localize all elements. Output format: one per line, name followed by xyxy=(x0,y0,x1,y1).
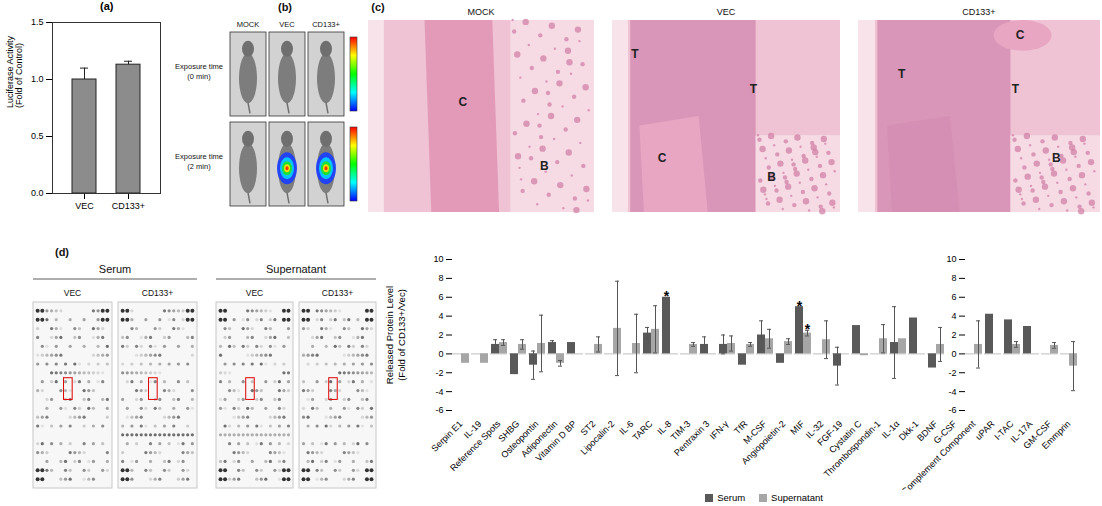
html-text:Released Protein Level: Released Protein Level xyxy=(384,285,395,384)
svg-text:0.5: 0.5 xyxy=(31,131,44,141)
svg-text:1.0: 1.0 xyxy=(31,74,44,84)
svg-text:*: * xyxy=(797,298,803,314)
svg-text:VEC: VEC xyxy=(64,288,81,298)
svg-text:MOCK: MOCK xyxy=(237,20,260,29)
svg-text:IL-19: IL-19 xyxy=(461,418,484,441)
svg-text:Lipocalin-2: Lipocalin-2 xyxy=(579,419,617,457)
svg-text:IL-8: IL-8 xyxy=(655,418,674,437)
svg-text:-4: -4 xyxy=(948,387,956,397)
svg-text:Exposure time: Exposure time xyxy=(175,62,223,71)
svg-text:Vitamin D BP: Vitamin D BP xyxy=(534,419,579,464)
svg-text:CD133+: CD133+ xyxy=(322,288,353,298)
svg-text:6: 6 xyxy=(438,292,443,302)
svg-text:VEC: VEC xyxy=(246,288,263,298)
svg-text:0: 0 xyxy=(438,349,443,359)
svg-text:8: 8 xyxy=(951,273,956,283)
svg-text:4: 4 xyxy=(438,311,443,321)
svg-text:CD133+: CD133+ xyxy=(962,7,995,17)
svg-text:Reference Spots: Reference Spots xyxy=(448,418,503,473)
svg-text:(2 min): (2 min) xyxy=(187,162,211,171)
svg-text:10: 10 xyxy=(433,254,443,264)
svg-text:2: 2 xyxy=(951,330,956,340)
svg-text:0.0: 0.0 xyxy=(31,188,44,198)
svg-text:CD133+: CD133+ xyxy=(142,288,173,298)
svg-text:Serum: Serum xyxy=(99,263,131,275)
svg-text:M-CSF: M-CSF xyxy=(741,418,769,446)
svg-text:VEC: VEC xyxy=(75,201,94,211)
svg-text:T: T xyxy=(898,67,906,81)
svg-text:B: B xyxy=(767,170,776,184)
svg-text:CD133+: CD133+ xyxy=(112,201,145,211)
svg-text:Thrombospondin-1: Thrombospondin-1 xyxy=(822,419,882,479)
svg-text:(c): (c) xyxy=(371,1,385,13)
svg-text:(d): (d) xyxy=(55,246,69,258)
svg-text:MOCK: MOCK xyxy=(468,7,495,17)
svg-text:*: * xyxy=(664,288,670,304)
html-text:(Fold of CD133+/Vec): (Fold of CD133+/Vec) xyxy=(396,288,407,381)
svg-text:(b): (b) xyxy=(278,1,292,13)
svg-text:*: * xyxy=(805,321,811,337)
svg-text:SHBG: SHBG xyxy=(496,418,522,444)
svg-text:10: 10 xyxy=(946,254,956,264)
svg-text:8: 8 xyxy=(438,273,443,283)
svg-text:Complement Component: Complement Component xyxy=(900,418,978,490)
svg-text:IL-17A: IL-17A xyxy=(1008,418,1035,445)
svg-text:2: 2 xyxy=(438,330,443,340)
svg-text:Angiopoietin-2: Angiopoietin-2 xyxy=(740,419,788,467)
svg-text:-4: -4 xyxy=(435,387,443,397)
svg-text:T: T xyxy=(1012,82,1020,96)
svg-text:-6: -6 xyxy=(948,405,956,415)
svg-text:-2: -2 xyxy=(435,368,443,378)
svg-text:IL-6: IL-6 xyxy=(617,418,636,437)
svg-text:ST2: ST2 xyxy=(578,418,598,438)
svg-text:(0 min): (0 min) xyxy=(187,72,211,81)
svg-text:0: 0 xyxy=(951,349,956,359)
svg-text:B: B xyxy=(1052,151,1061,165)
svg-text:FGF-19: FGF-19 xyxy=(815,418,845,448)
svg-text:6: 6 xyxy=(951,292,956,302)
html-text:(a): (a) xyxy=(100,0,114,12)
svg-text:BDNF: BDNF xyxy=(915,418,940,444)
svg-text:C: C xyxy=(1016,28,1025,42)
svg-text:Adiponectin: Adiponectin xyxy=(519,418,560,459)
svg-text:VEC: VEC xyxy=(717,7,736,17)
svg-text:TIM-3: TIM-3 xyxy=(668,418,693,443)
svg-text:Supernatant: Supernatant xyxy=(266,263,326,275)
svg-text:Serpin E1: Serpin E1 xyxy=(429,419,464,454)
svg-text:Exposure time: Exposure time xyxy=(175,152,223,161)
svg-text:uPAR: uPAR xyxy=(973,418,997,442)
svg-text:T: T xyxy=(750,82,758,96)
svg-text:-2: -2 xyxy=(948,368,956,378)
svg-text:CD133+: CD133+ xyxy=(312,20,340,29)
svg-text:C: C xyxy=(658,151,667,165)
svg-text:1.5: 1.5 xyxy=(31,17,44,27)
svg-text:MIF: MIF xyxy=(788,418,807,437)
svg-text:Dkk-1: Dkk-1 xyxy=(896,418,921,443)
svg-text:I-TAC: I-TAC xyxy=(992,418,1016,442)
svg-text:GM-CSF: GM-CSF xyxy=(1021,418,1054,451)
svg-text:Luciferase Activity(Fold of Co: Luciferase Activity(Fold of Control) xyxy=(5,35,24,108)
svg-text:IL-32: IL-32 xyxy=(803,418,826,441)
svg-text:IL-1α: IL-1α xyxy=(879,418,902,441)
html-text:Supernatant: Supernatant xyxy=(771,492,823,503)
svg-text:G-CSF: G-CSF xyxy=(931,418,959,446)
svg-text:IFN-γ: IFN-γ xyxy=(708,418,731,441)
svg-text:TARC: TARC xyxy=(631,418,655,442)
svg-text:TfR: TfR xyxy=(732,418,750,436)
svg-text:B: B xyxy=(540,159,549,173)
svg-text:Cystatin C: Cystatin C xyxy=(827,418,864,456)
svg-text:4: 4 xyxy=(951,311,956,321)
svg-text:Emmprin: Emmprin xyxy=(1040,419,1073,452)
svg-text:Osteopontin: Osteopontin xyxy=(499,418,541,461)
svg-text:C: C xyxy=(459,95,468,109)
svg-text:-6: -6 xyxy=(435,405,443,415)
svg-text:T: T xyxy=(631,47,639,61)
svg-text:VEC: VEC xyxy=(279,20,295,29)
html-text:Serum: Serum xyxy=(717,492,746,503)
svg-text:Pentraxin 3: Pentraxin 3 xyxy=(672,419,711,458)
